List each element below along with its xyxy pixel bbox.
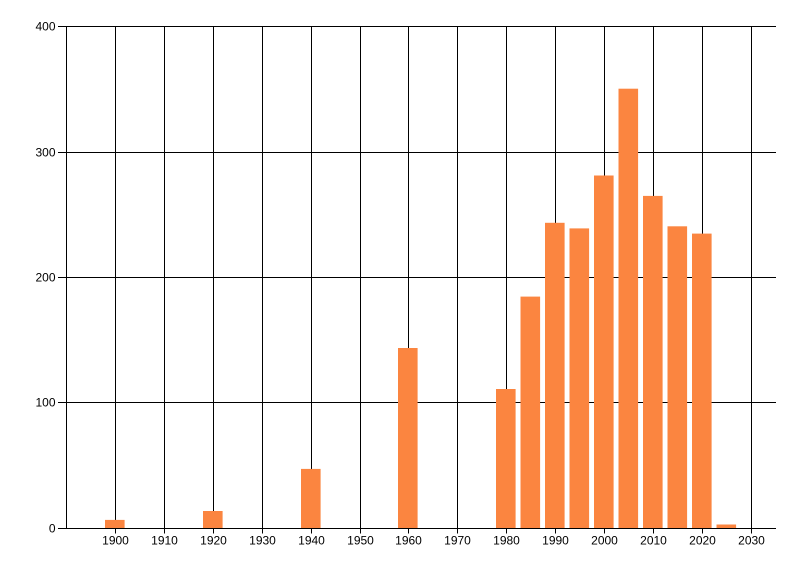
svg-text:0: 0 (49, 521, 56, 535)
svg-text:1930: 1930 (249, 533, 276, 547)
svg-text:1980: 1980 (493, 533, 520, 547)
svg-text:200: 200 (35, 270, 55, 284)
svg-text:1970: 1970 (444, 533, 471, 547)
svg-text:1990: 1990 (542, 533, 569, 547)
svg-text:300: 300 (35, 145, 55, 159)
svg-text:1910: 1910 (151, 533, 178, 547)
svg-text:1900: 1900 (102, 533, 129, 547)
svg-text:2030: 2030 (738, 533, 765, 547)
svg-text:2020: 2020 (689, 533, 716, 547)
svg-text:2000: 2000 (591, 533, 618, 547)
svg-text:1920: 1920 (200, 533, 227, 547)
svg-text:100: 100 (35, 395, 55, 409)
svg-text:1950: 1950 (347, 533, 374, 547)
svg-text:1960: 1960 (395, 533, 422, 547)
svg-text:2010: 2010 (640, 533, 667, 547)
svg-text:400: 400 (35, 19, 55, 33)
svg-text:1940: 1940 (298, 533, 325, 547)
